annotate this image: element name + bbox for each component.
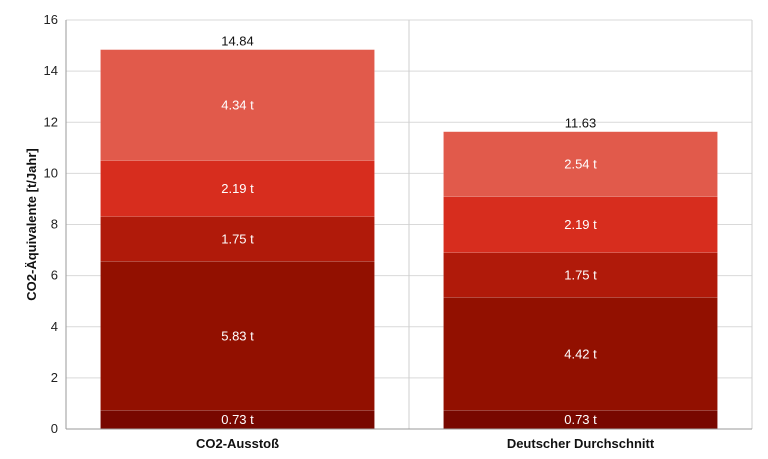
bar-segment (443, 131, 718, 197)
x-category-label: CO2-Ausstoß (196, 436, 279, 451)
y-tick-label: 14 (44, 63, 58, 78)
y-tick-label: 6 (51, 268, 58, 283)
segment-value-label: 0.73 t (221, 412, 254, 427)
bar-total-label: 14.84 (221, 34, 254, 49)
segment-value-label: 4.42 t (564, 346, 597, 361)
y-tick-label: 2 (51, 370, 58, 385)
segment-value-label: 2.19 t (221, 181, 254, 196)
bar-segment (100, 49, 375, 161)
segment-value-label: 4.34 t (221, 98, 254, 113)
bar-total-label: 11.63 (565, 116, 597, 131)
bar-segment (100, 216, 375, 262)
y-axis-title: CO2-Äquivalente [t/Jahr] (24, 148, 39, 300)
segment-value-label: 5.83 t (221, 328, 254, 343)
x-category-label: Deutscher Durchschnitt (507, 436, 655, 451)
segment-value-label: 0.73 t (564, 412, 597, 427)
y-tick-label: 12 (44, 114, 58, 129)
segment-value-label: 2.19 t (564, 217, 597, 232)
y-tick-label: 10 (44, 165, 58, 180)
y-tick-label: 0 (51, 421, 58, 436)
segment-value-label: 1.75 t (221, 231, 254, 246)
bar-segment (443, 297, 718, 411)
segment-value-label: 2.54 t (564, 157, 597, 172)
y-tick-label: 8 (51, 217, 58, 232)
bar-segment (100, 261, 375, 411)
y-tick-label: 4 (51, 319, 58, 334)
segment-value-label: 1.75 t (564, 267, 597, 282)
y-tick-label: 16 (44, 12, 58, 27)
bar-segment (443, 252, 718, 298)
bar-segment (443, 196, 718, 253)
